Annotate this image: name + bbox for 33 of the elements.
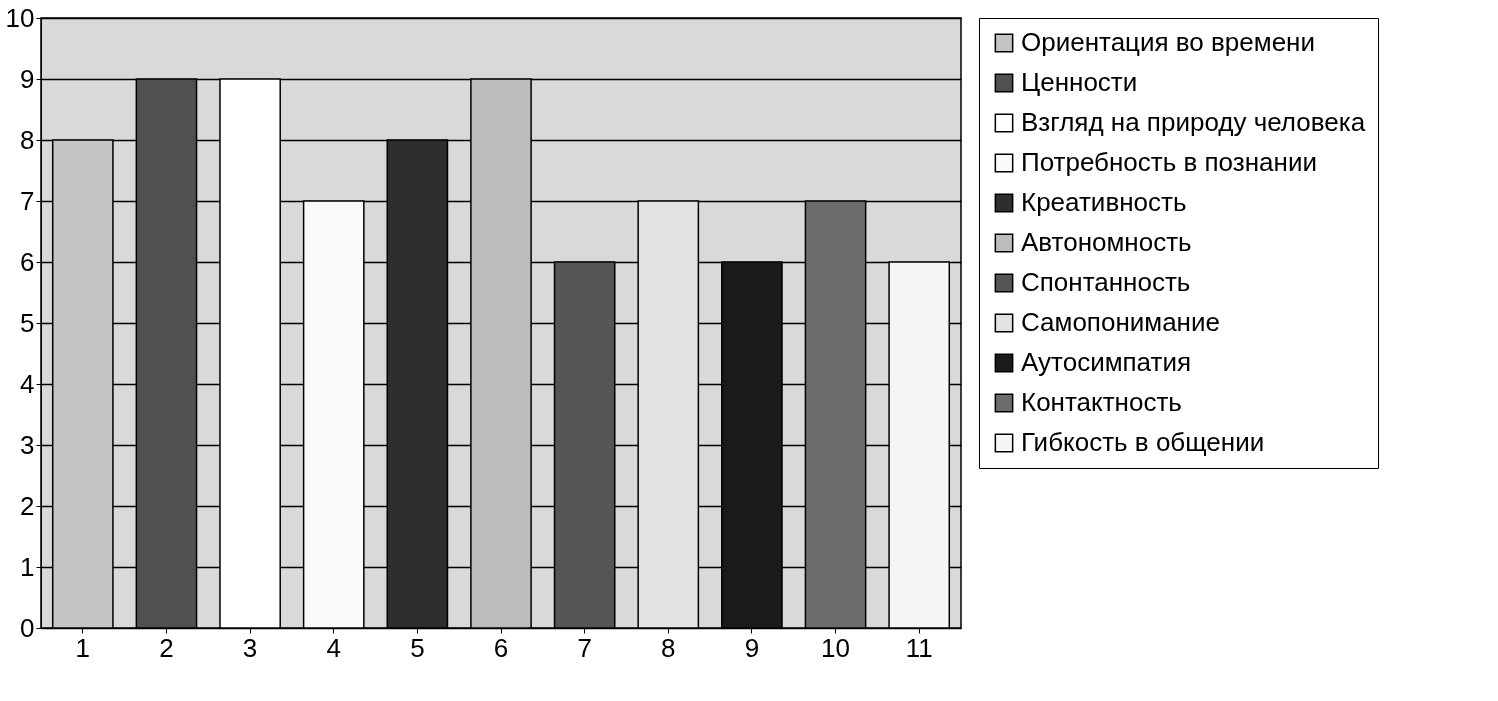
y-tick-label: 4: [20, 368, 35, 399]
legend-label: Взгляд на природу человека: [1021, 107, 1366, 137]
y-tick-label: 3: [20, 429, 35, 460]
legend-label: Ценности: [1021, 67, 1138, 97]
legend-label: Аутосимпатия: [1021, 347, 1192, 377]
y-tick-label: 5: [20, 307, 35, 338]
legend-label: Самопонимание: [1021, 307, 1220, 337]
y-tick-label: 7: [20, 185, 35, 216]
x-tick-label: 2: [159, 632, 174, 663]
y-tick-label: 10: [5, 2, 35, 33]
y-tick-label: 8: [20, 124, 35, 155]
x-tick-label: 7: [577, 632, 592, 663]
x-tick-label: 4: [326, 632, 341, 663]
legend-label: Креативность: [1021, 187, 1187, 217]
y-tick-label: 1: [20, 551, 35, 582]
x-tick-label: 8: [661, 632, 676, 663]
y-tick-label: 9: [20, 63, 35, 94]
x-tick-label: 1: [75, 632, 91, 663]
y-tick-label: 6: [20, 246, 35, 277]
x-tick-label: 11: [905, 632, 933, 663]
x-tick-label: 3: [242, 632, 258, 663]
legend-label: Ориентация во времени: [1021, 27, 1315, 57]
legend-label: Спонтанность: [1021, 267, 1191, 297]
y-tick-label: 2: [20, 490, 35, 521]
legend-label: Контактность: [1021, 387, 1182, 417]
y-tick-label: 0: [20, 612, 35, 643]
x-tick-label: 6: [493, 632, 509, 663]
x-tick-label: 10: [821, 632, 851, 663]
legend-label: Гибкость в общении: [1021, 427, 1265, 457]
x-tick-label: 5: [410, 632, 425, 663]
x-tick-label: 9: [744, 632, 760, 663]
legend-label: Автономность: [1021, 227, 1192, 257]
legend-label: Потребность в познании: [1021, 147, 1317, 177]
